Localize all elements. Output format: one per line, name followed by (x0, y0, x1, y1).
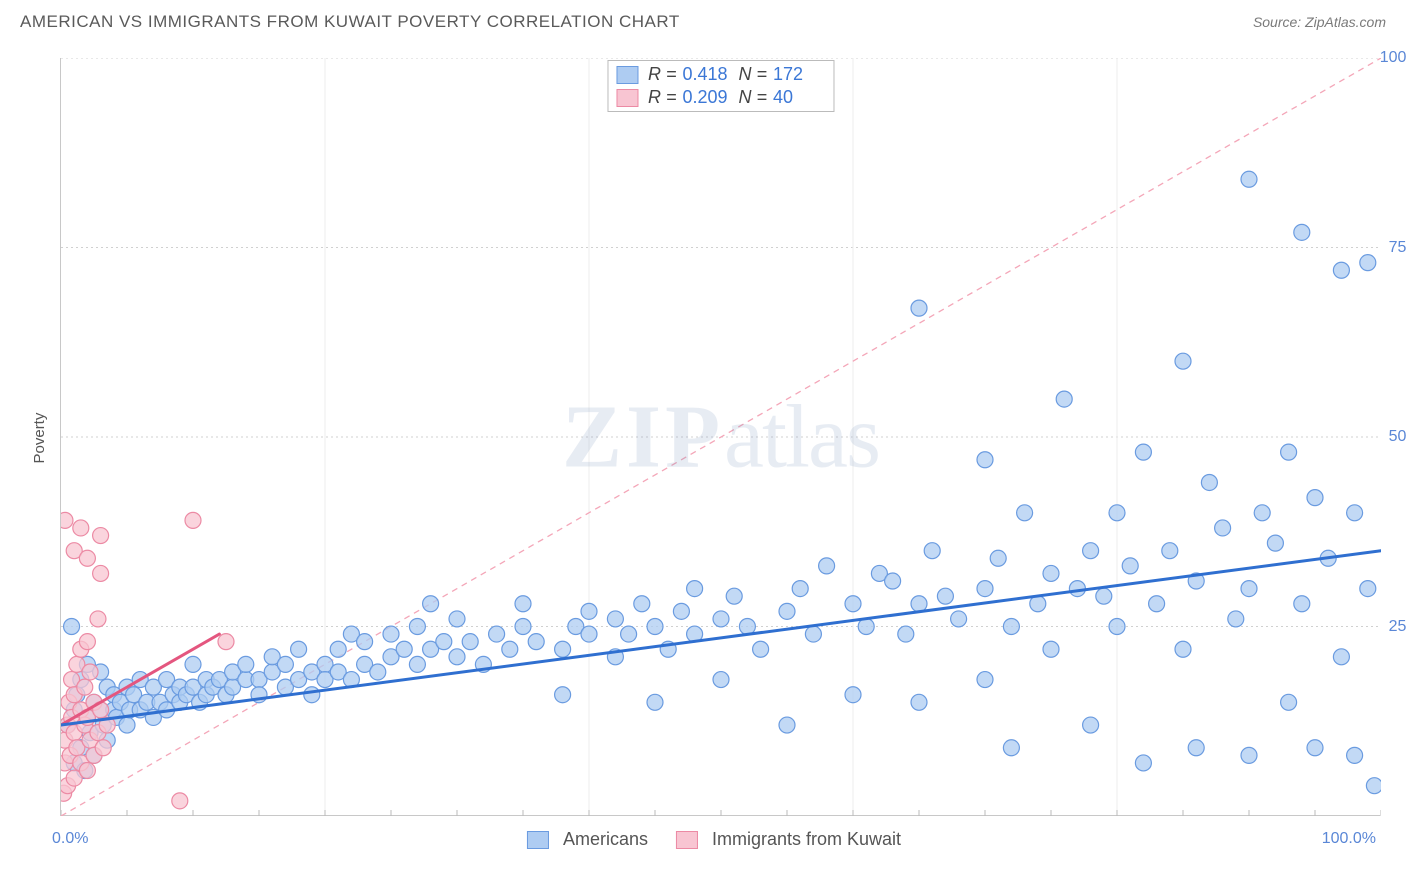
legend-stats-row-1: R = 0.209 N = 40 (616, 86, 825, 109)
plot-area: ZIPatlas R = 0.418 N = 172 R = 0.209 N =… (60, 58, 1380, 816)
legend-r-label: R = (648, 87, 677, 108)
x-tick-100: 100.0% (1322, 830, 1376, 848)
x-tick-0: 0.0% (52, 830, 88, 848)
y-axis-label: Poverty (31, 413, 48, 464)
chart-header: AMERICAN VS IMMIGRANTS FROM KUWAIT POVER… (0, 0, 1406, 40)
legend-n-label: N = (739, 87, 768, 108)
legend-r-value-1: 0.209 (683, 87, 735, 108)
y-tick-75: 75.0% (1389, 239, 1406, 257)
chart-title: AMERICAN VS IMMIGRANTS FROM KUWAIT POVER… (20, 12, 680, 32)
legend-swatch-americans (527, 831, 549, 849)
legend-swatch-0 (616, 66, 638, 84)
scatter-svg (61, 58, 1381, 816)
legend-n-value-0: 172 (773, 64, 825, 85)
legend-r-value-0: 0.418 (683, 64, 735, 85)
legend-item-americans: Americans (527, 829, 648, 850)
chart-source: Source: ZipAtlas.com (1253, 14, 1386, 30)
legend-swatch-1 (616, 89, 638, 107)
legend-r-label: R = (648, 64, 677, 85)
legend-categories: Americans Immigrants from Kuwait (527, 829, 901, 850)
y-tick-50: 50.0% (1389, 428, 1406, 446)
y-tick-25: 25.0% (1389, 618, 1406, 636)
legend-n-value-1: 40 (773, 87, 825, 108)
legend-label-americans: Americans (563, 829, 648, 850)
legend-stats: R = 0.418 N = 172 R = 0.209 N = 40 (607, 60, 834, 112)
y-tick-100: 100.0% (1380, 49, 1406, 67)
chart-area: Poverty ZIPatlas R = 0.418 N = 172 R = 0… (44, 50, 1384, 860)
legend-n-label: N = (739, 64, 768, 85)
legend-label-immigrants: Immigrants from Kuwait (712, 829, 901, 850)
legend-stats-row-0: R = 0.418 N = 172 (616, 63, 825, 86)
legend-swatch-immigrants (676, 831, 698, 849)
legend-item-immigrants: Immigrants from Kuwait (676, 829, 901, 850)
